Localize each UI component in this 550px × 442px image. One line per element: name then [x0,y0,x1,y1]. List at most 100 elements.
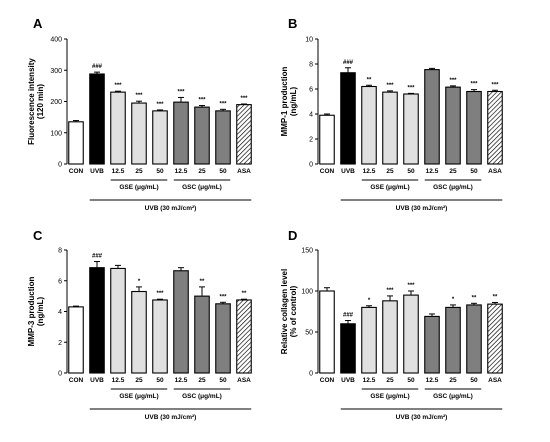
x-tick-label: UVB [341,377,355,384]
x-tick-label: 50 [219,168,227,175]
bar-4 [382,300,398,374]
significance-label: *** [386,288,394,294]
bar-6 [424,315,440,374]
bar-3 [361,85,377,165]
y-axis-title-line: MMP-1 production [280,67,289,137]
bar-7 [194,295,210,374]
y-tick-label: 0 [58,162,62,169]
y-axis-title: Fluorescence intensity(120 min) [27,58,45,145]
significance-label: * [138,279,141,285]
bar-2 [89,73,105,165]
bar-6 [173,270,189,374]
y-tick-label: 0 [309,162,313,169]
x-tick-label: 25 [449,168,457,175]
y-tick-label: 6 [58,278,62,285]
chart-panel-c: C 0 2 4 6 8 MMP-3 production(ng/mL) CON ### UVB 12… [27,228,252,421]
y-axis-title-line: MMP-3 production [27,277,36,347]
group-label-gse: GSE (μg/mL) [119,393,158,400]
x-tick-label: UVB [90,377,104,384]
x-tick-label: ASA [488,377,502,384]
bar-8 [215,303,231,374]
x-tick-label: 12.5 [112,377,125,384]
group-label-gsc: GSC (μg/mL) [182,393,222,400]
y-tick-label: 0 [58,371,62,378]
bar-9 [487,303,503,374]
y-tick-label: 4 [309,112,313,119]
x-tick-label: CON [320,168,335,175]
x-tick-label: CON [320,377,335,384]
bar-5 [152,299,168,374]
x-tick-label: 25 [386,377,394,384]
treatment-label: UVB (30 mJ/cm²) [145,205,197,212]
x-tick-label: 50 [156,168,164,175]
bar-4 [131,290,147,374]
x-tick-label: 50 [156,377,164,384]
bar-3 [361,306,377,374]
y-tick-label: 200 [50,99,62,106]
y-tick-label: 0 [309,371,313,378]
y-axis-title: MMP-1 production(ng/mL) [280,67,298,137]
significance-label: *** [386,83,394,89]
bar-2 [89,267,105,374]
significance-label: *** [219,294,227,300]
significance-label: *** [219,101,227,107]
chart-panel-d: D 0 50 100 150 Relative collagen level(% of c… [280,228,503,421]
significance-label: *** [135,93,143,99]
y-tick-label: 2 [309,137,313,144]
bar-2 [340,72,356,165]
x-tick-label: ASA [488,168,502,175]
y-tick-label: 400 [50,37,62,44]
significance-label: ### [92,254,103,260]
significance-label: ### [343,60,354,66]
significance-label: *** [449,78,457,84]
group-label-gsc: GSC (μg/mL) [433,393,473,400]
group-label-gsc: GSC (μg/mL) [433,184,473,191]
significance-label: * [368,298,371,304]
bar-8 [466,304,482,374]
significance-label: *** [114,83,122,89]
significance-label: *** [470,82,478,88]
bar-4 [131,102,147,165]
significance-label: *** [407,283,415,289]
x-tick-label: CON [69,377,84,384]
significance-label: *** [240,96,248,102]
bar-4 [382,91,398,165]
significance-label: *** [198,98,206,104]
x-tick-label: 25 [386,168,394,175]
panel-letter: B [288,16,297,31]
bar-7 [445,306,461,374]
group-label-gse: GSE (μg/mL) [119,184,158,191]
group-label-gsc: GSC (μg/mL) [182,184,222,191]
y-tick-label: 6 [309,87,313,94]
bar-3 [110,91,126,165]
bar-5 [403,294,419,374]
y-axis-title-line: Relative collagen level [280,269,289,354]
y-tick-label: 10 [305,37,313,44]
x-tick-label: 25 [135,168,143,175]
significance-label: * [452,297,455,303]
bar-1 [68,306,84,374]
bar-1 [68,121,84,165]
significance-label: *** [156,102,164,108]
y-axis-title-line: Fluorescence intensity [27,58,36,145]
y-tick-label: 100 [50,130,62,137]
x-tick-label: 12.5 [175,377,188,384]
significance-label: ** [242,291,247,297]
x-tick-label: 12.5 [363,168,376,175]
x-tick-label: 12.5 [112,168,125,175]
y-tick-label: 8 [309,62,313,69]
bar-9 [236,299,252,374]
chart-panel-a: A 0 100 200 300 400 Fluorescence intensity(120… [27,16,252,212]
x-tick-label: 12.5 [426,168,439,175]
x-tick-label: ASA [237,377,251,384]
significance-label: ### [343,313,354,319]
significance-label: *** [177,89,185,95]
y-tick-label: 300 [50,68,62,75]
x-tick-label: 12.5 [426,377,439,384]
significance-label: ** [472,295,477,301]
y-tick-label: 4 [58,309,62,316]
x-tick-label: ASA [237,168,251,175]
bar-5 [403,93,419,165]
x-tick-label: CON [69,168,84,175]
